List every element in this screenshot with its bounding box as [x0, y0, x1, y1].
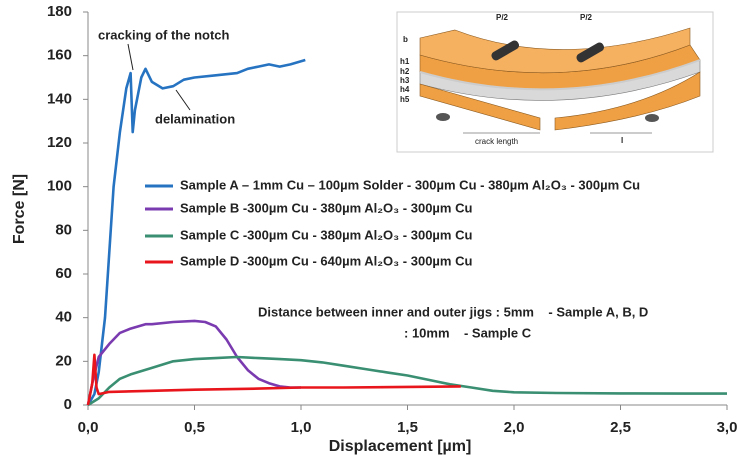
- series-line: [86, 319, 301, 406]
- beam-left: [419, 83, 541, 131]
- annotation: Distance between inner and outer jigs : …: [258, 304, 648, 319]
- inset-label: b: [403, 35, 408, 44]
- x-tick-label: 2,5: [610, 419, 631, 436]
- x-axis-title: Displacement [µm]: [329, 438, 472, 455]
- load-roller: [576, 42, 605, 63]
- y-tick-label: 20: [55, 352, 72, 369]
- beam-interface: [419, 59, 701, 91]
- support: [436, 113, 450, 121]
- x-tick-label: 3,0: [717, 419, 738, 436]
- legend-label: Sample B -300µm Cu - 380µm Al₂O₃ - 300µm…: [180, 200, 472, 215]
- y-tick-label: 160: [47, 47, 72, 64]
- inset-label: P/2: [580, 13, 593, 22]
- legend-label: Sample C -300µm Cu - 380µm Al₂O₃ - 300µm…: [180, 227, 472, 242]
- series-line: [87, 355, 727, 407]
- y-tick-label: 40: [55, 309, 72, 326]
- x-tick-label: 0,5: [184, 419, 205, 436]
- load-roller: [491, 40, 520, 61]
- y-axis-title: Force [N]: [11, 174, 28, 244]
- inset-label: l: [621, 136, 623, 145]
- inset-label: h1: [400, 57, 410, 66]
- legend-label: Sample D -300µm Cu - 640µm Al₂O₃ - 300µm…: [180, 253, 472, 268]
- annotation: : 10mm - Sample C: [404, 325, 532, 340]
- beam-right: [554, 71, 701, 131]
- inset-label: P/2: [496, 13, 509, 22]
- y-tick-label: 0: [64, 396, 72, 413]
- y-tick-label: 120: [47, 134, 72, 151]
- x-tick-label: 1,5: [397, 419, 418, 436]
- annotation-arrow: [175, 89, 191, 111]
- support: [645, 114, 659, 122]
- legend-label: Sample A – 1mm Cu – 100µm Solder - 300µm…: [180, 177, 640, 192]
- inset-label: h4: [400, 85, 410, 94]
- x-tick-label: 1,0: [291, 419, 312, 436]
- x-tick-label: 2,0: [504, 419, 525, 436]
- y-tick-label: 100: [47, 178, 72, 195]
- inset-label: h5: [400, 95, 410, 104]
- x-tick-label: 0,0: [78, 419, 99, 436]
- inset-label: h2: [400, 67, 410, 76]
- y-tick-label: 180: [47, 3, 72, 20]
- annotation-arrow: [127, 43, 134, 71]
- annotation: cracking of the notch: [98, 27, 230, 42]
- y-tick-label: 80: [55, 221, 72, 238]
- inset: b P/2 P/2 h1 h2 h3 h4 h5 crack length l: [396, 11, 714, 153]
- inset-label: h3: [400, 76, 410, 85]
- y-tick-label: 140: [47, 90, 72, 107]
- annotation: delamination: [155, 111, 235, 126]
- inset-label: crack length: [475, 137, 518, 146]
- y-tick-label: 60: [55, 265, 72, 282]
- series-line: [86, 353, 461, 406]
- series-line: [86, 58, 306, 406]
